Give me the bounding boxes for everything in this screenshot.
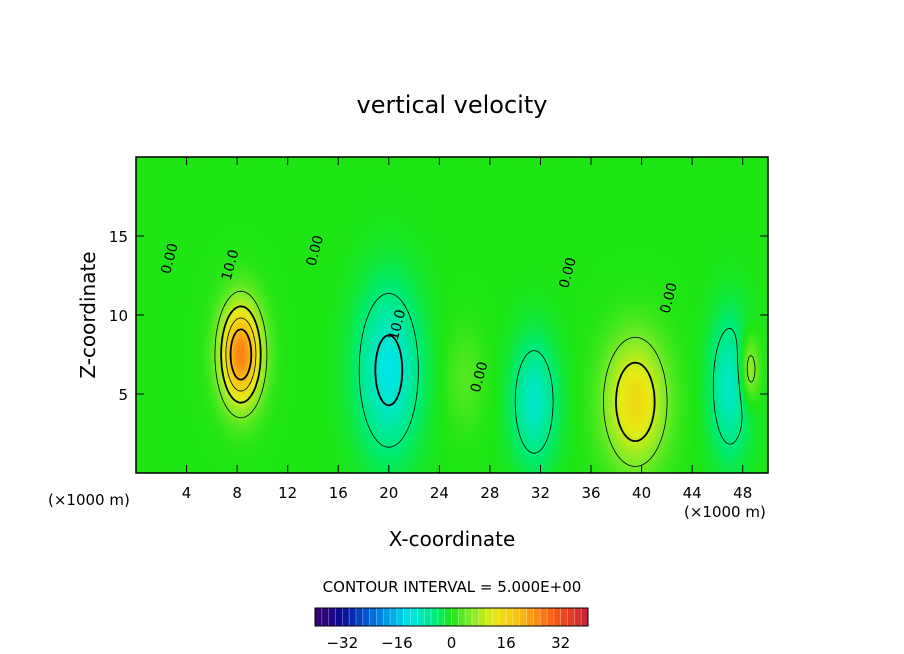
y-tick-label: 5 [118,386,128,404]
colorbar-segment [526,608,534,626]
contour-line [374,334,404,407]
x-tick-label: 32 [531,484,550,502]
colorbar-segment [553,608,562,626]
colorbar-segment [335,608,343,626]
y-axis-title: Z-coordinate [76,251,100,378]
colorbar-segment [376,608,384,626]
colorbar-segment [362,608,370,626]
velocity-field [136,157,768,473]
contour-lines [214,290,756,467]
colorbar-segment [547,608,555,626]
colorbar-tick-labels: −32 −16 0 16 32 [326,634,570,652]
colorbar-segment [485,608,493,626]
colorbar-segment [437,608,445,626]
colorbar-tick-label: −32 [326,634,358,652]
x-axis-title: X-coordinate [389,527,516,551]
contour-label: 10.0 [386,308,410,342]
colorbar-segment [403,608,411,626]
x-tick-label: 8 [232,484,242,502]
contour-label: 0.00 [658,281,682,315]
contour-label: 0.00 [556,256,580,290]
contour-label: 10.0 [219,248,243,282]
contour-label: 0.00 [468,360,492,394]
colorbar-segment [478,608,486,626]
y-tick-label: 10 [109,307,128,325]
contour-labels: 0.00 10.0 0.00 10.0 0.00 0.00 0.00 [158,234,681,395]
colorbar-segment [410,608,418,626]
contour-line [225,317,257,392]
colorbar-segment [390,608,398,626]
colorbar-segment [355,608,364,626]
colorbar-segment [369,608,377,626]
colorbar-segment [451,608,459,626]
contour-label: 0.00 [158,242,182,276]
colorbar-segment [519,608,527,626]
x-tick-label: 28 [480,484,499,502]
colorbar-segment [506,608,514,626]
x-unit-label-left: (×1000 m) [48,491,130,509]
colorbar-segment [540,608,548,626]
contour-line [220,305,656,442]
colorbar-segment [458,608,466,626]
colorbar-segment [321,608,329,626]
x-tick-label: 16 [329,484,348,502]
contour-line [358,293,743,454]
x-tick-label: 44 [683,484,702,502]
colorbar-tick-label: 32 [551,634,570,652]
contour-label: 0.00 [304,234,328,268]
contour-line [229,328,253,381]
colorbar-segment [560,608,568,626]
x-tick-label: 36 [581,484,600,502]
colorbar-segment [328,608,336,626]
colorbar-segment [444,608,452,626]
colorbar-segment [342,608,350,626]
x-tick-label: 48 [733,484,752,502]
colorbar-tick-label: 16 [497,634,516,652]
colorbar-segment [315,608,323,626]
colorbar-frame [314,607,589,627]
contour-interval-text: CONTOUR INTERVAL = 5.000E+00 [323,578,582,596]
colorbar-segment [417,608,425,626]
colorbar-segment [499,608,507,626]
x-tick-label: 40 [632,484,651,502]
contour-line [214,290,756,467]
colorbar-tick-label: −16 [381,634,413,652]
colorbar-segment [424,608,432,626]
y-tick-label: 15 [109,228,128,246]
x-tick-label: 20 [379,484,398,502]
x-tick-label: 12 [278,484,297,502]
x-tick-label: 4 [182,484,192,502]
colorbar-segment [533,608,541,626]
colorbar-segment [471,608,480,626]
x-unit-label-right: (×1000 m) [684,503,766,521]
chart-title: vertical velocity [357,91,548,119]
colorbar [315,608,589,626]
colorbar-segment [567,608,575,626]
colorbar-segment [465,608,473,626]
colorbar-segment [396,608,405,626]
colorbar-segment [492,608,500,626]
colorbar-segment [574,608,582,626]
colorbar-segment [349,608,357,626]
colorbar-segment [581,608,589,626]
x-tick-label: 24 [430,484,449,502]
colorbar-segment [512,608,521,626]
colorbar-segment [383,608,391,626]
colorbar-segment [431,608,439,626]
colorbar-tick-label: 0 [447,634,457,652]
